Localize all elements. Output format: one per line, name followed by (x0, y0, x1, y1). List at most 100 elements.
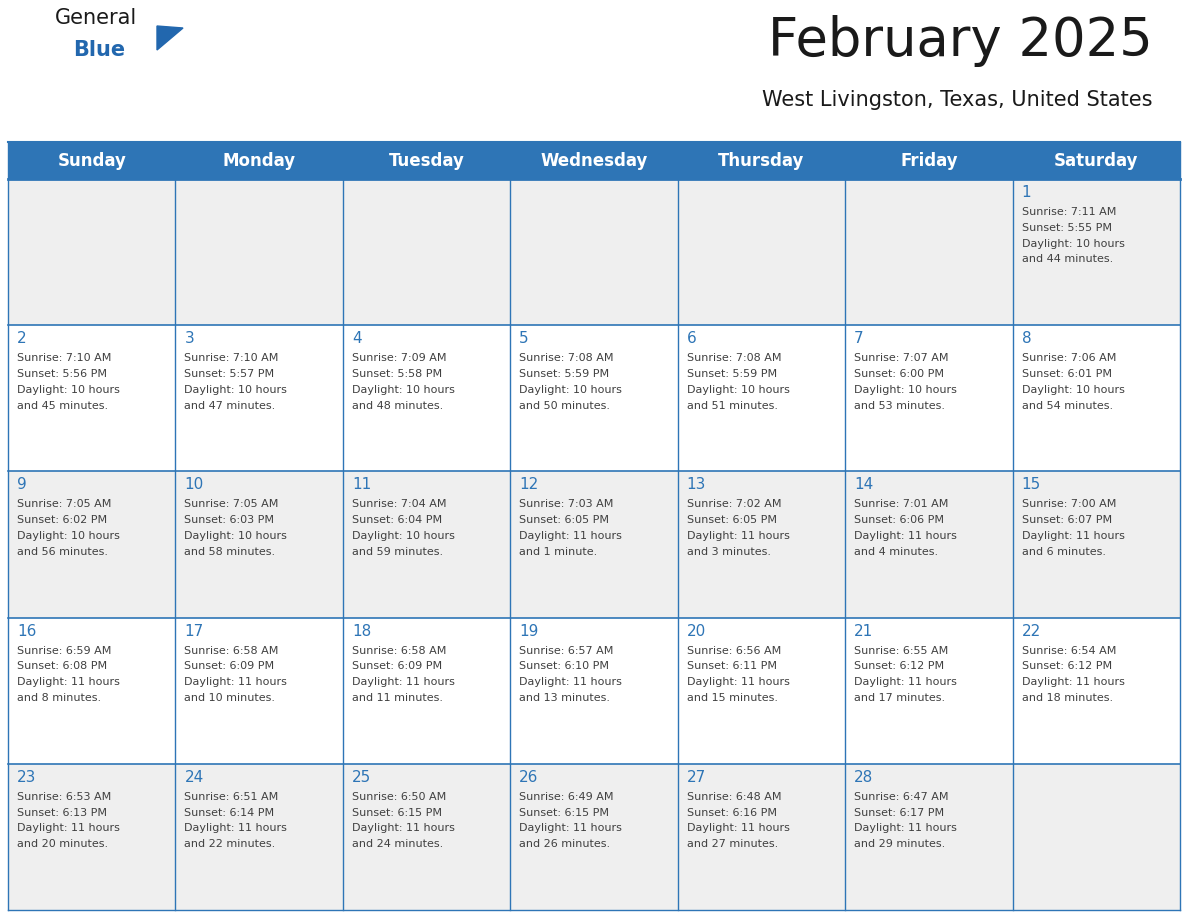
Text: 8: 8 (1022, 331, 1031, 346)
Text: Monday: Monday (222, 151, 296, 170)
Text: and 8 minutes.: and 8 minutes. (17, 693, 101, 703)
Text: and 45 minutes.: and 45 minutes. (17, 400, 108, 410)
Text: Daylight: 10 hours: Daylight: 10 hours (519, 385, 623, 395)
Text: Sunset: 5:55 PM: Sunset: 5:55 PM (1022, 223, 1112, 233)
Text: and 22 minutes.: and 22 minutes. (184, 839, 276, 849)
Text: 25: 25 (352, 770, 371, 785)
Text: 21: 21 (854, 623, 873, 639)
Bar (511, 618, 677, 764)
Text: Sunset: 6:02 PM: Sunset: 6:02 PM (17, 515, 107, 525)
Text: 18: 18 (352, 623, 371, 639)
Bar (343, 764, 511, 910)
Text: Sunrise: 7:10 AM: Sunrise: 7:10 AM (17, 353, 112, 364)
Bar (176, 764, 343, 910)
Text: Daylight: 11 hours: Daylight: 11 hours (687, 531, 790, 541)
Bar (845, 179, 1012, 325)
Text: and 53 minutes.: and 53 minutes. (854, 400, 946, 410)
Text: Daylight: 10 hours: Daylight: 10 hours (184, 531, 287, 541)
Text: Sunrise: 7:06 AM: Sunrise: 7:06 AM (1022, 353, 1116, 364)
Text: and 44 minutes.: and 44 minutes. (1022, 254, 1113, 264)
Text: Sunset: 6:06 PM: Sunset: 6:06 PM (854, 515, 944, 525)
Text: Sunset: 6:15 PM: Sunset: 6:15 PM (352, 808, 442, 818)
Bar (343, 179, 511, 325)
Text: and 17 minutes.: and 17 minutes. (854, 693, 946, 703)
Text: Sunrise: 7:08 AM: Sunrise: 7:08 AM (519, 353, 614, 364)
Text: Friday: Friday (901, 151, 958, 170)
Text: Daylight: 11 hours: Daylight: 11 hours (184, 677, 287, 688)
Bar (677, 325, 845, 472)
Text: Sunset: 6:05 PM: Sunset: 6:05 PM (687, 515, 777, 525)
Text: 26: 26 (519, 770, 538, 785)
Text: Sunset: 6:16 PM: Sunset: 6:16 PM (687, 808, 777, 818)
Text: 6: 6 (687, 331, 696, 346)
Text: Sunrise: 7:07 AM: Sunrise: 7:07 AM (854, 353, 949, 364)
Text: Sunrise: 6:58 AM: Sunrise: 6:58 AM (184, 645, 279, 655)
Text: Daylight: 10 hours: Daylight: 10 hours (184, 385, 287, 395)
Text: Daylight: 10 hours: Daylight: 10 hours (352, 385, 455, 395)
Bar (343, 325, 511, 472)
Text: Thursday: Thursday (719, 151, 804, 170)
Text: Sunrise: 7:00 AM: Sunrise: 7:00 AM (1022, 499, 1116, 509)
Bar (511, 764, 677, 910)
Text: 7: 7 (854, 331, 864, 346)
Bar (8, 179, 176, 325)
Text: Daylight: 10 hours: Daylight: 10 hours (17, 385, 120, 395)
Text: 5: 5 (519, 331, 529, 346)
Text: 11: 11 (352, 477, 371, 492)
Text: 28: 28 (854, 770, 873, 785)
Text: and 15 minutes.: and 15 minutes. (687, 693, 778, 703)
Text: Daylight: 10 hours: Daylight: 10 hours (1022, 385, 1125, 395)
Bar (845, 764, 1012, 910)
Text: Sunset: 6:13 PM: Sunset: 6:13 PM (17, 808, 107, 818)
Text: and 6 minutes.: and 6 minutes. (1022, 547, 1106, 557)
Text: Daylight: 11 hours: Daylight: 11 hours (17, 823, 120, 834)
Text: Sunset: 6:07 PM: Sunset: 6:07 PM (1022, 515, 1112, 525)
Text: 24: 24 (184, 770, 203, 785)
Text: Sunset: 5:56 PM: Sunset: 5:56 PM (17, 369, 107, 379)
Text: Daylight: 11 hours: Daylight: 11 hours (519, 531, 623, 541)
Text: Sunrise: 6:53 AM: Sunrise: 6:53 AM (17, 792, 112, 801)
Bar (677, 472, 845, 618)
Text: Sunset: 6:03 PM: Sunset: 6:03 PM (184, 515, 274, 525)
Text: and 24 minutes.: and 24 minutes. (352, 839, 443, 849)
Text: and 3 minutes.: and 3 minutes. (687, 547, 771, 557)
Text: Daylight: 10 hours: Daylight: 10 hours (687, 385, 790, 395)
Text: and 27 minutes.: and 27 minutes. (687, 839, 778, 849)
Text: Sunset: 6:04 PM: Sunset: 6:04 PM (352, 515, 442, 525)
Text: Sunset: 6:08 PM: Sunset: 6:08 PM (17, 661, 107, 671)
Text: Sunset: 5:57 PM: Sunset: 5:57 PM (184, 369, 274, 379)
Text: Sunrise: 7:08 AM: Sunrise: 7:08 AM (687, 353, 782, 364)
Polygon shape (157, 26, 183, 50)
Text: Sunset: 5:59 PM: Sunset: 5:59 PM (519, 369, 609, 379)
Text: Daylight: 11 hours: Daylight: 11 hours (184, 823, 287, 834)
Text: and 20 minutes.: and 20 minutes. (17, 839, 108, 849)
Text: and 54 minutes.: and 54 minutes. (1022, 400, 1113, 410)
Bar (1012, 179, 1180, 325)
Bar (1012, 618, 1180, 764)
Text: Daylight: 11 hours: Daylight: 11 hours (1022, 677, 1125, 688)
Text: Sunrise: 7:01 AM: Sunrise: 7:01 AM (854, 499, 948, 509)
Text: Sunset: 6:00 PM: Sunset: 6:00 PM (854, 369, 944, 379)
Bar (511, 179, 677, 325)
Bar (511, 325, 677, 472)
Text: Sunset: 6:09 PM: Sunset: 6:09 PM (352, 661, 442, 671)
Text: Daylight: 11 hours: Daylight: 11 hours (352, 677, 455, 688)
Text: Daylight: 10 hours: Daylight: 10 hours (854, 385, 958, 395)
Bar (8, 472, 176, 618)
Bar (677, 179, 845, 325)
Text: Sunset: 6:17 PM: Sunset: 6:17 PM (854, 808, 944, 818)
Text: Sunrise: 6:48 AM: Sunrise: 6:48 AM (687, 792, 782, 801)
Text: and 48 minutes.: and 48 minutes. (352, 400, 443, 410)
Text: 10: 10 (184, 477, 203, 492)
Text: 12: 12 (519, 477, 538, 492)
Bar (1012, 325, 1180, 472)
Text: and 13 minutes.: and 13 minutes. (519, 693, 611, 703)
Text: and 51 minutes.: and 51 minutes. (687, 400, 778, 410)
Text: Daylight: 11 hours: Daylight: 11 hours (352, 823, 455, 834)
Text: Sunrise: 6:59 AM: Sunrise: 6:59 AM (17, 645, 112, 655)
Text: and 4 minutes.: and 4 minutes. (854, 547, 939, 557)
Text: and 1 minute.: and 1 minute. (519, 547, 598, 557)
Text: and 59 minutes.: and 59 minutes. (352, 547, 443, 557)
Bar (176, 618, 343, 764)
Text: and 29 minutes.: and 29 minutes. (854, 839, 946, 849)
